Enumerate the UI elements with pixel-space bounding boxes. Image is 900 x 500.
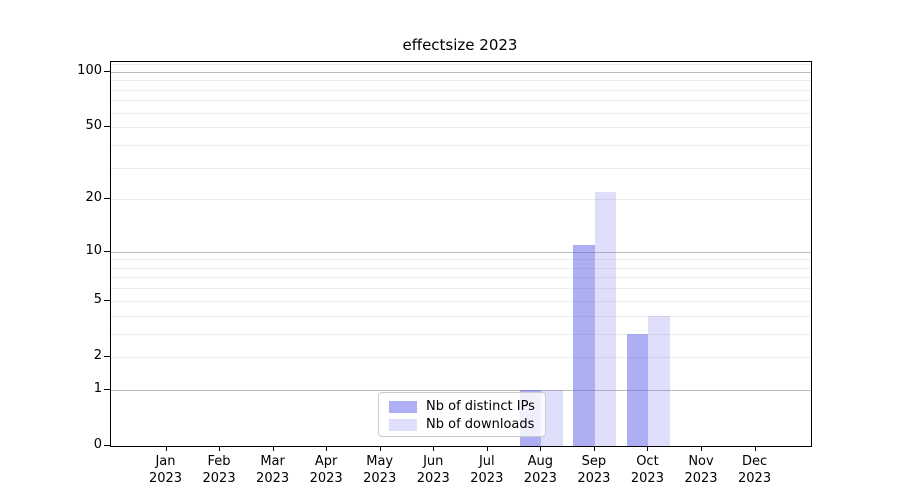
gridline-minor <box>111 64 811 66</box>
x-tick-mark <box>647 446 649 451</box>
gridline-minor <box>111 356 811 358</box>
gridline-minor <box>111 259 811 261</box>
x-tick-label: Jan 2023 <box>148 454 183 486</box>
gridline-minor <box>111 300 811 302</box>
y-tick-mark <box>104 198 110 200</box>
y-tick-mark <box>104 126 110 128</box>
y-tick-mark <box>104 299 110 301</box>
x-tick-label: Jun 2023 <box>416 454 450 486</box>
gridline-minor <box>111 89 811 91</box>
gridline-minor <box>111 315 811 317</box>
legend-label-downloads: Nb of downloads <box>426 417 535 432</box>
x-tick-mark <box>593 446 595 451</box>
gridline-minor <box>111 267 811 269</box>
gridline-minor <box>111 199 811 201</box>
bar-distinct-ips <box>573 244 595 446</box>
legend-item-distinct-ips: Nb of distinct IPs <box>389 398 535 415</box>
gridline-minor <box>111 167 811 169</box>
legend-swatch-distinct-ips <box>389 400 417 413</box>
x-tick-mark <box>486 446 488 451</box>
y-tick-label: 1 <box>93 380 102 396</box>
x-tick-label: Apr 2023 <box>309 454 343 486</box>
y-tick-mark <box>104 355 110 357</box>
plot-area: Nb of distinct IPs Nb of downloads <box>110 61 812 447</box>
x-tick-label: Oct 2023 <box>630 454 664 486</box>
x-tick-mark <box>219 446 221 451</box>
legend-swatch-downloads <box>389 418 417 431</box>
y-tick-label: 20 <box>85 190 102 206</box>
gridline-major <box>111 71 811 73</box>
chart-title: effectsize 2023 <box>402 36 518 54</box>
gridline-minor <box>111 112 811 114</box>
y-tick-label: 2 <box>93 347 102 363</box>
gridline-minor <box>111 333 811 335</box>
x-tick-mark <box>540 446 542 451</box>
y-tick-mark <box>104 445 110 446</box>
x-tick-label: Jul 2023 <box>470 454 504 486</box>
y-tick-mark <box>104 250 110 252</box>
x-tick-mark <box>272 446 274 451</box>
gridline-major <box>111 251 811 253</box>
gridline-minor <box>111 100 811 102</box>
x-tick-label: Feb 2023 <box>202 454 236 486</box>
bar-distinct-ips <box>626 333 649 446</box>
bar-downloads <box>648 315 670 446</box>
y-tick-label: 0 <box>93 437 102 452</box>
gridline-major <box>111 389 811 391</box>
x-tick-label: Mar 2023 <box>256 454 290 486</box>
bar-downloads <box>594 191 617 446</box>
x-tick-label: Nov 2023 <box>684 454 718 486</box>
y-tick-label: 5 <box>93 291 102 307</box>
x-tick-mark <box>433 446 435 451</box>
y-tick-label: 10 <box>85 242 102 258</box>
gridline-minor <box>111 80 811 82</box>
x-tick-label: May 2023 <box>363 454 397 486</box>
gridline-minor <box>111 127 811 129</box>
x-tick-mark <box>379 446 381 451</box>
x-tick-mark <box>754 446 756 451</box>
y-tick-mark <box>104 70 110 72</box>
y-tick-label: 100 <box>77 62 102 78</box>
x-tick-label: Dec 2023 <box>738 454 772 486</box>
gridline-minor <box>111 277 811 279</box>
x-tick-mark <box>326 446 328 451</box>
legend: Nb of distinct IPs Nb of downloads <box>378 392 546 437</box>
x-tick-label: Aug 2023 <box>523 454 557 486</box>
y-tick-mark <box>104 388 110 390</box>
legend-item-downloads: Nb of downloads <box>389 416 535 433</box>
y-tick-label: 50 <box>85 118 102 134</box>
legend-label-distinct-ips: Nb of distinct IPs <box>426 399 535 414</box>
gridline-minor <box>111 288 811 290</box>
gridline-minor <box>111 144 811 146</box>
x-tick-mark <box>701 446 702 451</box>
bar-downloads <box>541 389 563 446</box>
x-tick-label: Sep 2023 <box>577 454 611 486</box>
x-tick-mark <box>165 446 167 451</box>
